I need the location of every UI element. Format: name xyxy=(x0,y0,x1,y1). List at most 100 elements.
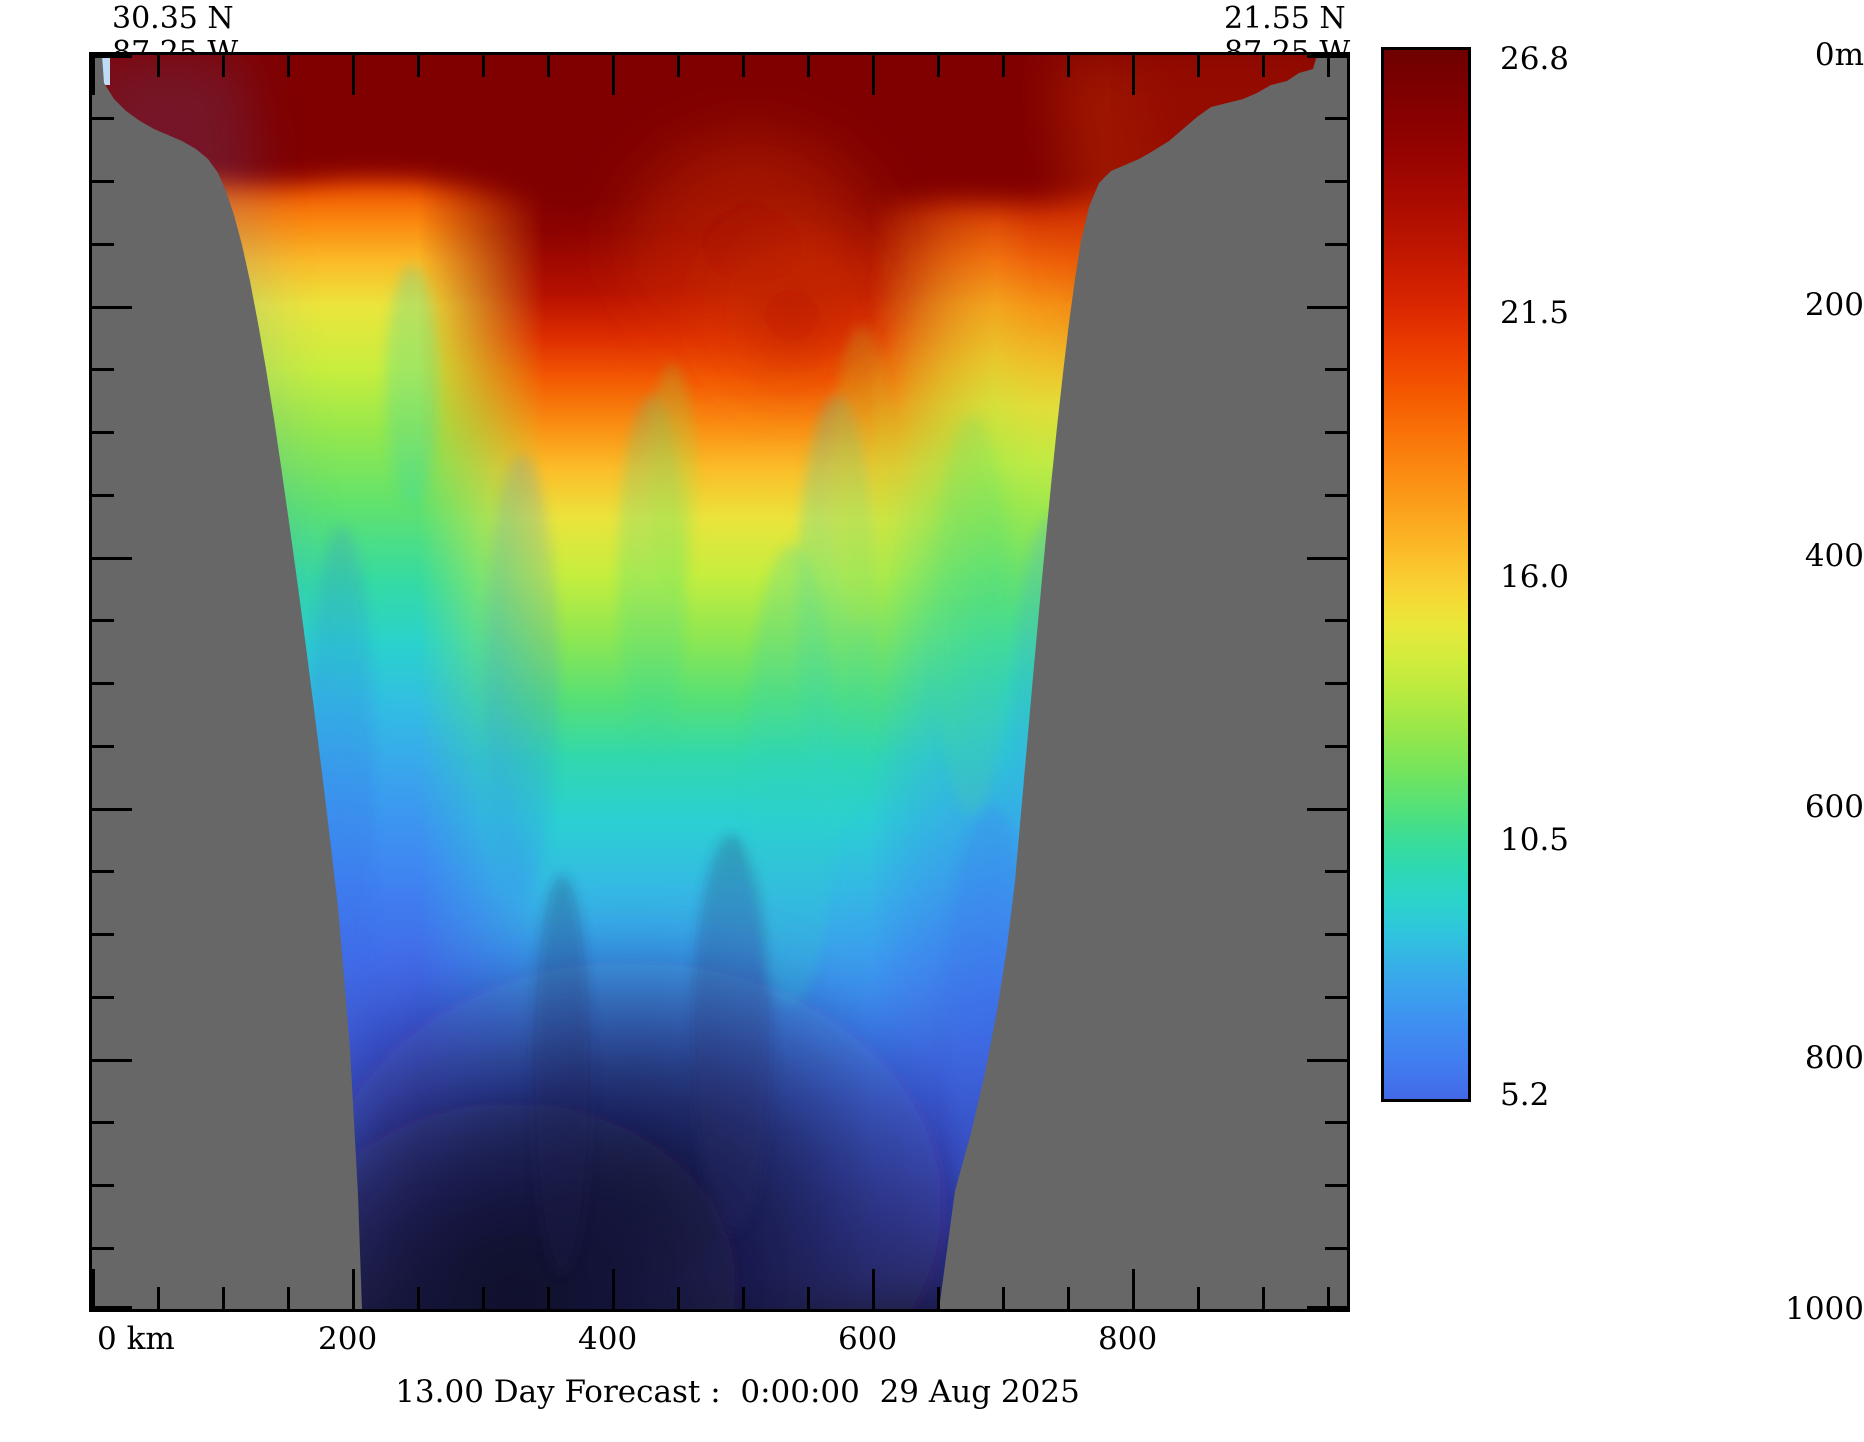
y-tick-0 xyxy=(92,55,132,58)
y-tick-minor xyxy=(92,368,114,371)
right-bathymetry-mask xyxy=(939,55,1347,1309)
y-tick-r-minor xyxy=(1325,243,1347,246)
x-tick-600 xyxy=(872,55,875,95)
y-tick-r-minor xyxy=(1325,745,1347,748)
y-tick-minor xyxy=(92,180,114,183)
x-tick-800 xyxy=(1132,55,1135,95)
x-tick-b-minor xyxy=(157,1287,160,1309)
x-tick-b-minor xyxy=(937,1287,940,1309)
y-tick-800 xyxy=(92,1059,132,1062)
x-tick-minor xyxy=(1067,55,1070,77)
x-tick-b-800 xyxy=(1132,1269,1135,1309)
y-tick-r-minor xyxy=(1325,682,1347,685)
y-tick-r-minor xyxy=(1325,996,1347,999)
y-tick-minor xyxy=(92,619,114,622)
y-tick-400 xyxy=(92,557,132,560)
y-tick-1000 xyxy=(92,1306,132,1309)
x-tick-400 xyxy=(612,55,615,95)
y-tick-minor xyxy=(92,870,114,873)
x-tick-b-minor xyxy=(287,1287,290,1309)
x-tick-200 xyxy=(352,55,355,95)
y-tick-minor xyxy=(92,1184,114,1187)
x-tick-minor xyxy=(742,55,745,77)
x-axis-label-200: 200 xyxy=(318,1321,378,1357)
x-tick-b-minor xyxy=(677,1287,680,1309)
y-tick-r-800 xyxy=(1307,1059,1347,1062)
left-bathymetry-mask xyxy=(92,55,362,1309)
y-tick-r-minor xyxy=(1325,431,1347,434)
y-tick-r-minor xyxy=(1325,117,1347,120)
x-tick-minor xyxy=(287,55,290,77)
x-tick-minor xyxy=(677,55,680,77)
x-tick-b-minor xyxy=(742,1287,745,1309)
x-tick-b-400 xyxy=(612,1269,615,1309)
y-tick-minor xyxy=(92,117,114,120)
y-tick-r-minor xyxy=(1325,619,1347,622)
y-axis-label-600: 600 xyxy=(1804,789,1864,825)
x-tick-minor xyxy=(937,55,940,77)
y-axis-label-0: 0m xyxy=(1814,37,1864,73)
x-tick-b-minor xyxy=(1067,1287,1070,1309)
y-tick-minor xyxy=(92,243,114,246)
colorbar-label-max: 26.8 xyxy=(1500,41,1570,77)
y-axis-label-1000: 1000 xyxy=(1785,1291,1864,1327)
x-tick-b-minor xyxy=(1002,1287,1005,1309)
colorbar-gradient xyxy=(1384,50,1468,1099)
colorbar-label-10-5: 10.5 xyxy=(1500,822,1570,858)
x-tick-b-200 xyxy=(352,1269,355,1309)
x-tick-b-minor xyxy=(1262,1287,1265,1309)
colorbar-label-min: 5.2 xyxy=(1500,1077,1550,1113)
y-axis-label-800: 800 xyxy=(1804,1040,1864,1076)
colorbar-label-21-5: 21.5 xyxy=(1500,295,1570,331)
x-axis-label-0: 0 km xyxy=(97,1321,175,1357)
y-tick-minor xyxy=(92,682,114,685)
x-tick-b-600 xyxy=(872,1269,875,1309)
forecast-caption: 13.00 Day Forecast : 0:00:00 29 Aug 2025 xyxy=(395,1374,1080,1410)
x-tick-b-minor xyxy=(1327,1287,1330,1309)
y-tick-r-minor xyxy=(1325,870,1347,873)
y-tick-r-minor xyxy=(1325,933,1347,936)
y-tick-r-minor xyxy=(1325,1121,1347,1124)
y-tick-600 xyxy=(92,808,132,811)
y-tick-r-200 xyxy=(1307,306,1347,309)
y-tick-r-minor xyxy=(1325,180,1347,183)
y-tick-minor xyxy=(92,1121,114,1124)
y-tick-minor xyxy=(92,996,114,999)
y-tick-r-400 xyxy=(1307,557,1347,560)
x-tick-b-minor xyxy=(1197,1287,1200,1309)
x-tick-minor xyxy=(1002,55,1005,77)
temperature-filaments xyxy=(310,265,1092,1275)
temperature-cross-section-plot xyxy=(89,52,1350,1312)
x-tick-0 xyxy=(92,55,95,95)
y-tick-r-minor xyxy=(1325,1184,1347,1187)
x-tick-b-0 xyxy=(92,1269,95,1309)
y-axis-label-400: 400 xyxy=(1804,538,1864,574)
colorbar-label-16-0: 16.0 xyxy=(1500,559,1570,595)
y-tick-r-600 xyxy=(1307,808,1347,811)
x-tick-minor xyxy=(807,55,810,77)
x-tick-b-minor xyxy=(417,1287,420,1309)
x-tick-b-minor xyxy=(222,1287,225,1309)
x-tick-minor xyxy=(222,55,225,77)
y-tick-minor xyxy=(92,745,114,748)
y-tick-minor xyxy=(92,1247,114,1250)
x-tick-minor xyxy=(417,55,420,77)
y-tick-r-minor xyxy=(1325,1247,1347,1250)
y-axis-label-200: 200 xyxy=(1804,287,1864,323)
x-axis-label-600: 600 xyxy=(838,1321,898,1357)
x-axis-label-800: 800 xyxy=(1098,1321,1158,1357)
x-tick-b-minor xyxy=(482,1287,485,1309)
x-tick-minor xyxy=(1327,55,1330,77)
plot-inner xyxy=(92,55,1347,1309)
x-tick-minor xyxy=(1197,55,1200,77)
x-tick-minor xyxy=(482,55,485,77)
x-tick-minor xyxy=(547,55,550,77)
y-tick-r-minor xyxy=(1325,494,1347,497)
x-tick-b-minor xyxy=(547,1287,550,1309)
x-tick-b-minor xyxy=(807,1287,810,1309)
x-axis-label-400: 400 xyxy=(578,1321,638,1357)
y-tick-r-minor xyxy=(1325,368,1347,371)
y-tick-minor xyxy=(92,933,114,936)
y-tick-minor xyxy=(92,494,114,497)
x-tick-minor xyxy=(1262,55,1265,77)
